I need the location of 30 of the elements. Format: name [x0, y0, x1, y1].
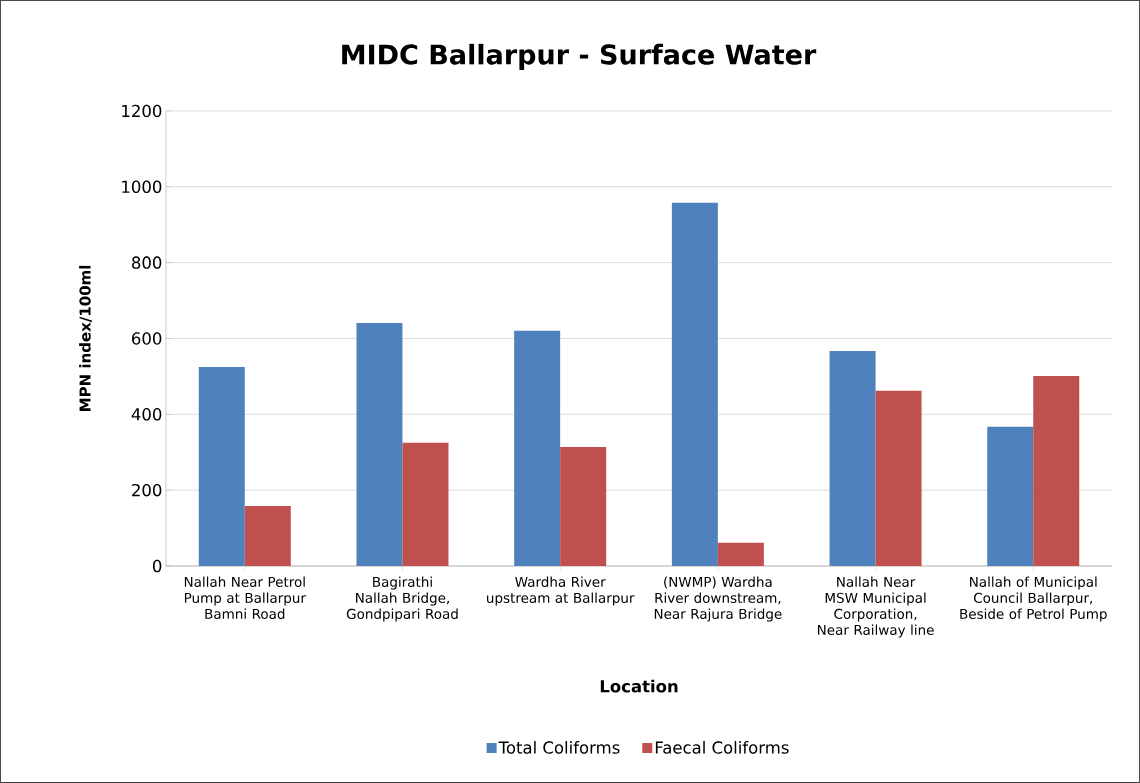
x-tick-label: Wardha River upstream at Ballarpur [487, 576, 635, 606]
bar [244, 506, 291, 567]
x-tick-label: Nallah Near Petrol Pump at Ballarpur Bamni Road [184, 576, 306, 620]
y-tick-label: 0 [152, 559, 162, 573]
x-tick-label: Nallah Near MSW Municipal Corporation, Near Railway line [818, 576, 934, 638]
bar [356, 322, 403, 567]
bar [560, 446, 607, 567]
bar [987, 426, 1034, 567]
x-tick-label: Bagirathi Nallah Bridge, Gondpipari Road [346, 576, 458, 622]
bar [198, 366, 245, 567]
x-axis-title: Location [600, 679, 678, 693]
y-tick-label: 200 [132, 483, 162, 497]
bar [829, 351, 876, 567]
bar [875, 390, 922, 567]
chart-title: MIDC Ballarpur - Surface Water [342, 43, 817, 70]
bar [1033, 376, 1080, 567]
bar [671, 202, 718, 567]
legend-label: Total Coliforms [498, 741, 620, 754]
bar [402, 442, 449, 567]
bar [514, 330, 561, 567]
y-axis-title: MPN index/100ml [79, 265, 92, 411]
y-tick-label: 400 [131, 408, 162, 421]
y-tick-label: 1000 [122, 180, 162, 194]
y-tick-label: 600 [132, 332, 162, 345]
y-tick-label: 1200 [122, 104, 162, 118]
x-tick-label: (NWMP) Wardha River downstream, Near Rajura Bridge [654, 576, 782, 622]
bar [717, 542, 764, 567]
x-tick-label: Nallah of Municipal Council Ballarpur, Beside of Petrol Pump [960, 576, 1107, 622]
legend-label: Faecal Coliforms [655, 741, 789, 754]
y-tick-label: 800 [132, 256, 162, 269]
